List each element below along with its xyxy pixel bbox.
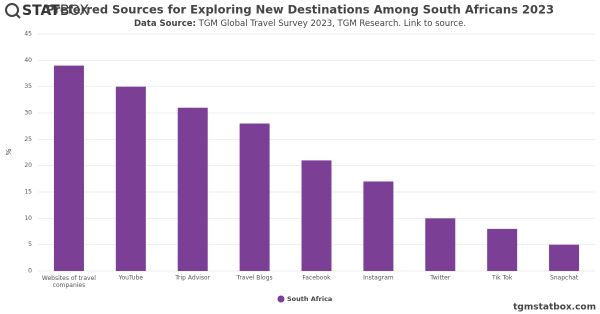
y-tick-label: 20: [24, 162, 32, 169]
bar: [487, 228, 518, 271]
logo-bold: STAT: [22, 3, 60, 19]
y-tick-label: 30: [24, 110, 32, 117]
x-tick-label: Trip Advisor: [174, 275, 210, 282]
y-tick-label: 15: [24, 189, 32, 196]
bar: [363, 181, 394, 271]
logo-light: BOX: [60, 3, 89, 19]
y-tick-label: 35: [24, 83, 32, 90]
logo-icon: [5, 3, 19, 17]
bar: [239, 123, 270, 272]
subtitle-label: Data Source:: [134, 19, 196, 29]
bar: [53, 65, 84, 271]
legend-label: South Africa: [287, 295, 332, 303]
y-tick-label: 40: [24, 57, 32, 64]
y-tick-label: 45: [24, 31, 32, 38]
x-tick-label: Travel Blogs: [236, 275, 273, 282]
x-tick-label: Snapchat: [550, 275, 579, 282]
x-tick-line: Websites of travel: [42, 275, 96, 282]
chart-title: Preferred Sources for Exploring New Dest…: [46, 3, 554, 17]
x-tick-label: Facebook: [302, 275, 331, 282]
x-tick-label: Websites of travel companies: [42, 275, 96, 289]
chart-subtitle: Data Source: TGM Global Travel Survey 20…: [134, 19, 466, 29]
y-tick-label: 10: [24, 215, 32, 222]
x-tick-label: YouTube: [118, 275, 144, 282]
footer: tgmstatbox.com: [513, 303, 596, 313]
y-axis-label: %: [5, 148, 13, 155]
y-tick-label: 5: [28, 241, 32, 248]
bar: [425, 218, 456, 271]
legend-swatch: [277, 295, 285, 303]
bar: [301, 160, 332, 271]
y-tick-label: 25: [24, 136, 32, 143]
x-tick-line: companies: [53, 282, 86, 289]
logo-icon: [15, 13, 21, 19]
x-tick-label: Tik Tok: [491, 275, 513, 282]
x-tick-label: Twitter: [429, 275, 451, 282]
bar: [177, 107, 208, 271]
logo: STATBOX: [5, 3, 89, 19]
y-tick-label: 0: [28, 268, 32, 275]
x-tick-label: Instagram: [363, 275, 394, 282]
bar: [115, 86, 146, 272]
logo-text: STATBOX: [22, 3, 89, 19]
bar: [549, 244, 580, 271]
subtitle-text: TGM Global Travel Survey 2023, TGM Resea…: [198, 19, 466, 29]
